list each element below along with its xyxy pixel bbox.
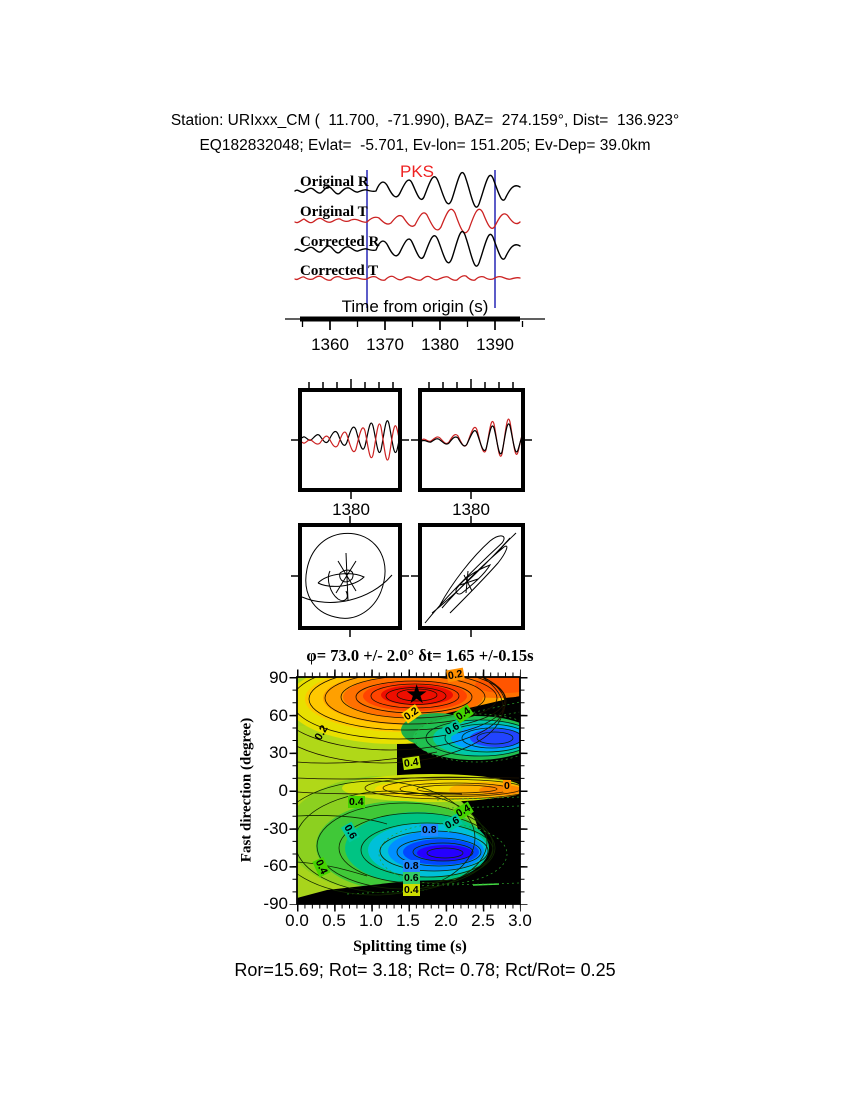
ytick-90: 90 [269, 668, 288, 687]
best-fit-star-marker: ★ [405, 679, 429, 709]
trace-original-t [294, 208, 521, 234]
xtick-0.0: 0.0 [285, 911, 309, 930]
trace-corrected-t [294, 275, 521, 281]
comparison-box-uncorrected [298, 388, 402, 492]
trace-original-r [294, 171, 521, 208]
contour-label: 0.4 [348, 796, 365, 808]
uncorrected-fast-trace [302, 423, 398, 461]
time-tick-1370: 1370 [366, 335, 404, 354]
pm-box-corrected [418, 523, 525, 630]
comparison-right-tick: 1380 [452, 500, 490, 519]
corrected-slow-trace [422, 423, 521, 455]
time-axis [285, 316, 545, 330]
contour-frame [296, 676, 521, 905]
comparison-box-ticks [291, 379, 532, 499]
contour-label: 0 [503, 780, 511, 792]
seismogram-panel: PKS Original R Original T Corrected R Co… [285, 162, 545, 354]
ytick-60: 60 [269, 706, 288, 725]
trace-label-corrected-t: Corrected T [300, 263, 378, 279]
contour-axis-ticks [289, 669, 528, 912]
analysis-window-lines [366, 170, 496, 308]
quality-stats-line: Ror=15.69; Rot= 3.18; Rct= 0.78; Rct/Rot… [234, 960, 616, 980]
measurement-title: φ= 73.0 +/- 2.0° δt= 1.65 +/-0.15s [306, 646, 534, 665]
comparison-left-tick: 1380 [332, 500, 370, 519]
xtick-3.0: 3.0 [508, 911, 532, 930]
ytick-30: 30 [269, 743, 288, 762]
pm-uncorrected-motion [301, 532, 393, 619]
time-axis-label: Time from origin (s) [342, 297, 489, 316]
xtick-0.5: 0.5 [322, 911, 346, 930]
ytick--90: -90 [263, 894, 288, 913]
time-tick-1380: 1380 [421, 335, 459, 354]
time-tick-1360: 1360 [311, 335, 349, 354]
contour-label: 0.8 [421, 824, 438, 836]
ytick--30: -30 [263, 819, 288, 838]
phase-label: PKS [400, 162, 434, 181]
misfit-contour-map [289, 669, 528, 912]
contour-label: 0.8 [403, 860, 420, 872]
pm-box-ticks [291, 516, 532, 637]
pm-box-uncorrected [298, 523, 402, 630]
contour-label: 0.4 [402, 755, 421, 771]
comparison-box-corrected [418, 388, 525, 492]
trace-label-original-r: Original R [300, 174, 369, 190]
uncorrected-slow-trace [302, 420, 398, 453]
waveform-comparison-panel: 1380 1380 [291, 379, 532, 519]
ytick--60: -60 [263, 856, 288, 875]
xtick-1.0: 1.0 [359, 911, 383, 930]
trace-corrected-r [294, 230, 521, 267]
time-tick-1390: 1390 [476, 335, 514, 354]
xtick-2.0: 2.0 [434, 911, 458, 930]
particle-motion-panel [291, 516, 532, 637]
event-header-line: EQ182832048; Evlat= -5.701, Ev-lon= 151.… [199, 137, 651, 154]
xtick-2.5: 2.5 [471, 911, 495, 930]
contour-label: 0.6 [403, 872, 420, 884]
pm-corrected-motion [424, 532, 517, 624]
x-axis-title: Splitting time (s) [353, 938, 467, 955]
contour-label: 0.4 [403, 884, 420, 896]
trace-label-corrected-r: Corrected R [300, 234, 379, 250]
ytick-0: 0 [278, 781, 288, 800]
trace-label-original-t: Original T [300, 204, 368, 220]
xtick-1.5: 1.5 [396, 911, 420, 930]
station-header-line: Station: URIxxx_CM ( 11.700, -71.990), B… [170, 112, 680, 129]
